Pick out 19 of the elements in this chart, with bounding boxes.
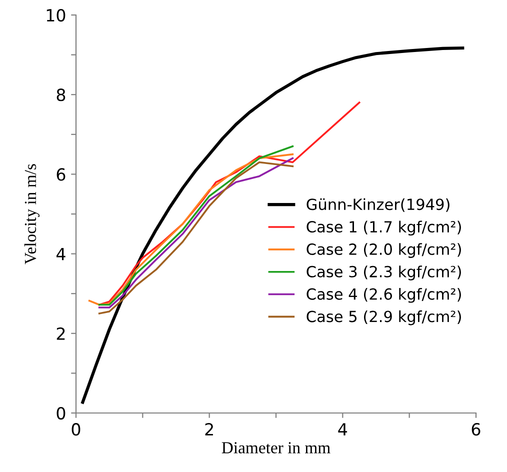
x-tick-label: 4 (338, 423, 348, 436)
y-axis-title: Velocity in m/s (24, 164, 40, 264)
x-tick-label: 6 (472, 423, 480, 436)
y-tick-label: 4 (56, 248, 66, 260)
x-tick-label: 0 (72, 423, 80, 436)
y-tick-label: 0 (56, 406, 66, 420)
legend-label: Case 3 (2.3 kgf/cm²) (306, 266, 461, 280)
legend-label: Case 2 (2.0 kgf/cm²) (306, 243, 461, 258)
line-series (81, 46, 464, 404)
legend-label: Case 5 (2.9 kgf/cm²) (306, 310, 461, 326)
legend-label: Günn-Kinzer(1949) (306, 198, 450, 212)
y-tick-label: 10 (46, 8, 66, 22)
y-tick-label: 2 (56, 327, 65, 340)
legend-label: Case 4 (2.6 kgf/cm²) (306, 288, 461, 303)
y-tick-label: 8 (56, 88, 66, 102)
y-tick-label: 6 (56, 168, 66, 181)
x-tick-label: 2 (205, 423, 213, 436)
x-axis-title: Diameter in mm (222, 442, 330, 454)
legend-label: Case 1 (1.7 kgf/cm²) (306, 220, 461, 236)
